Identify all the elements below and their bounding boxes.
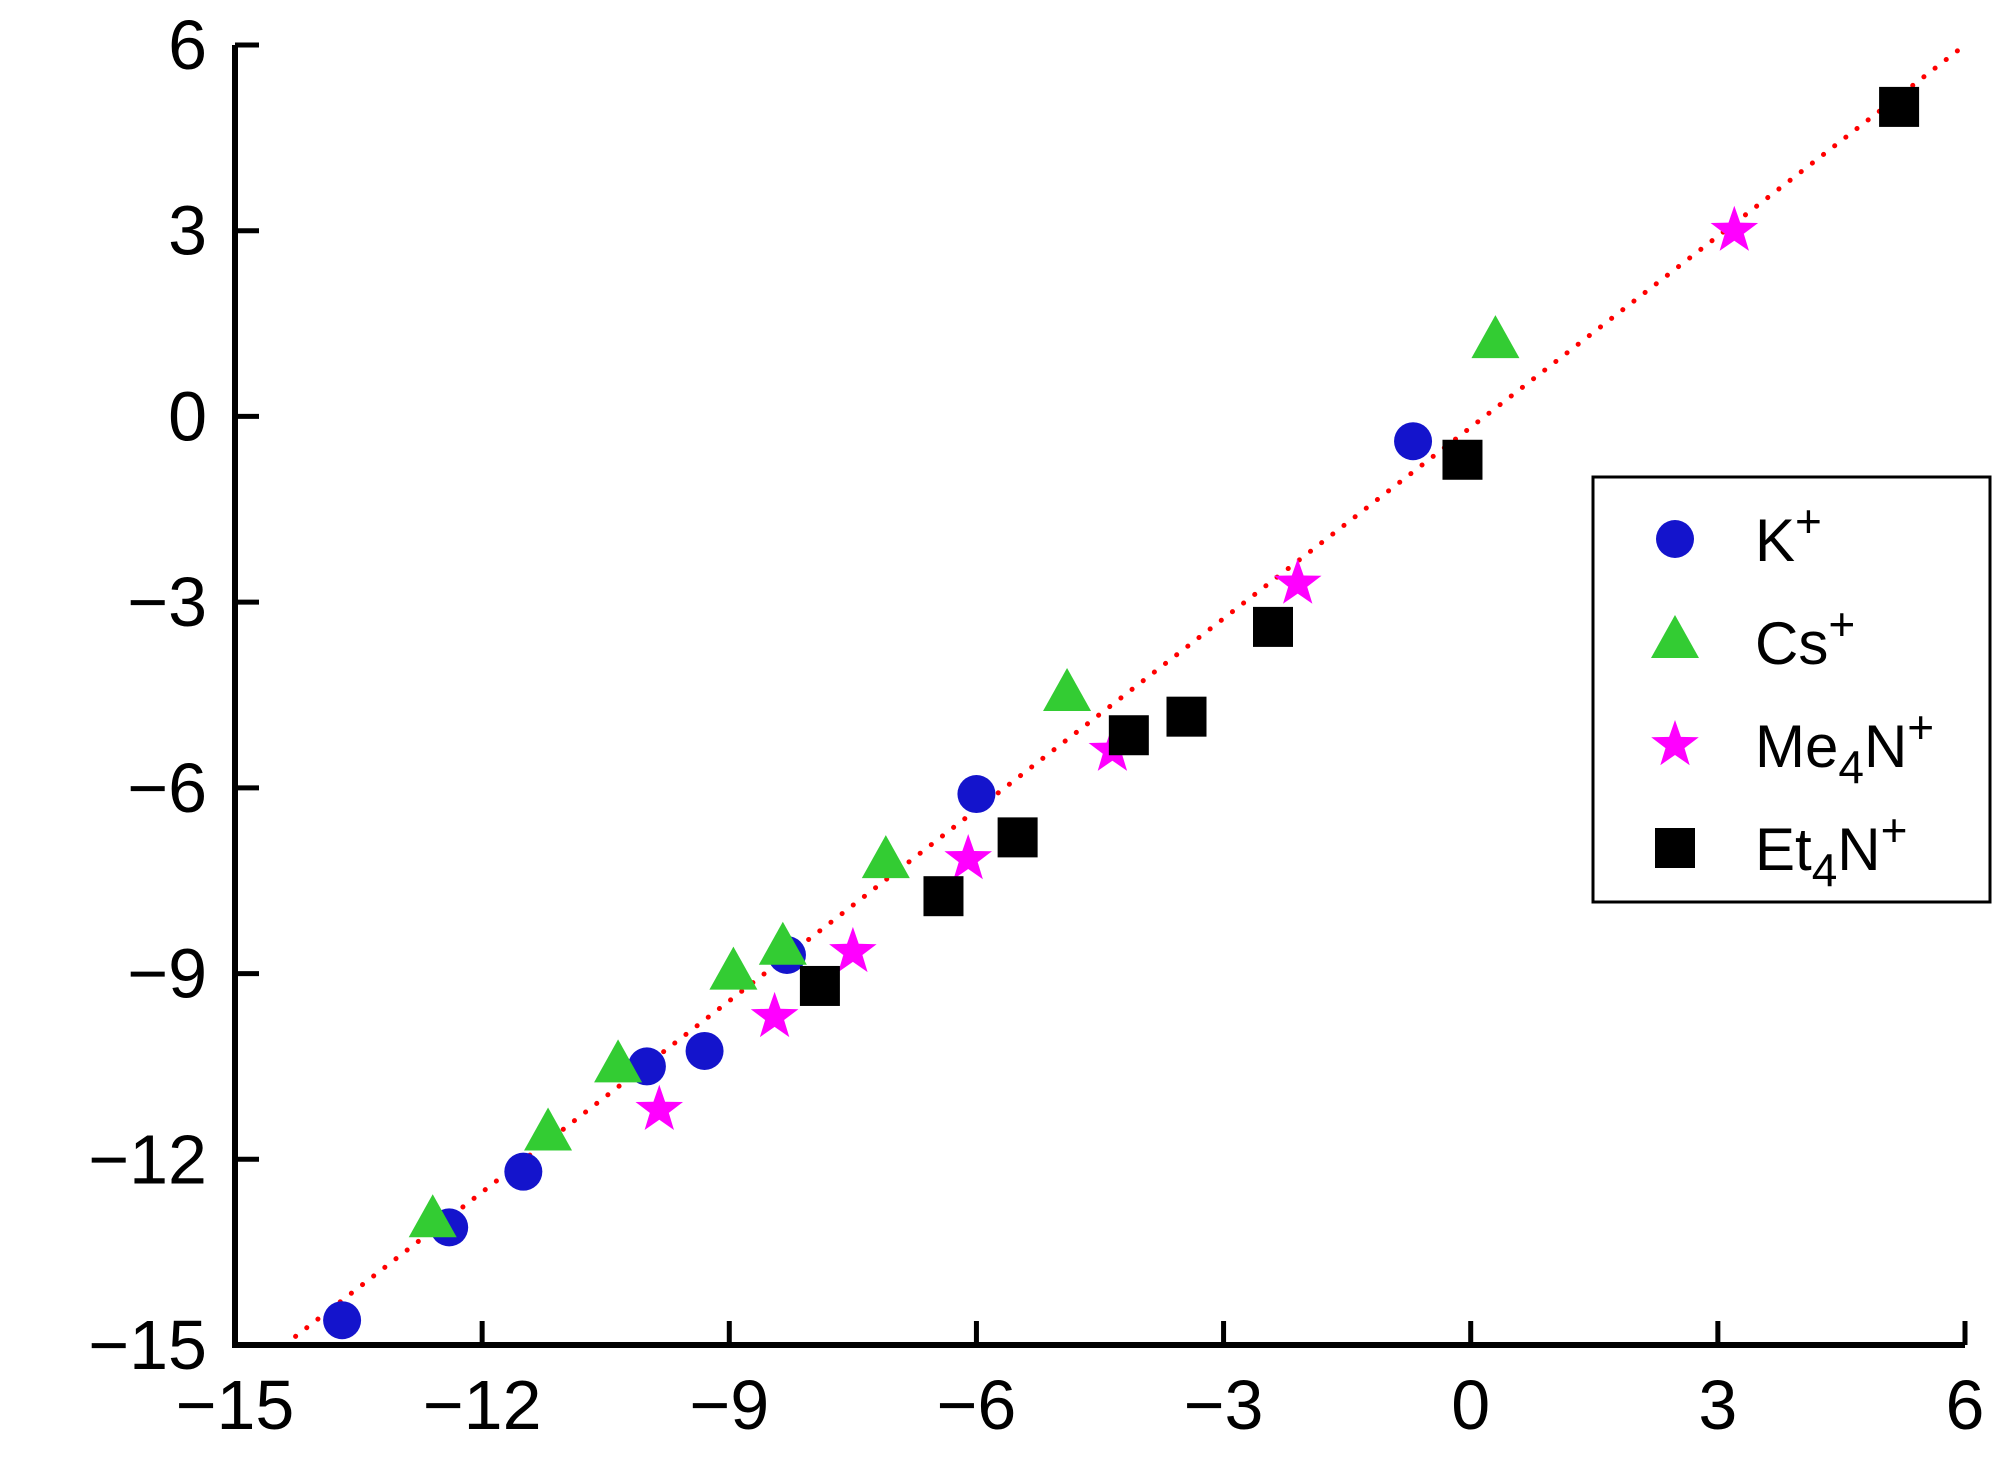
et4n-plus-point	[1108, 715, 1149, 756]
series-k-plus	[323, 422, 1433, 1340]
legend-label-et4n-plus: Et4N+	[1755, 804, 1908, 896]
et4n-plus-point	[1879, 86, 1920, 127]
x-tick-label: −9	[689, 1366, 769, 1444]
et4n-plus-point	[1253, 606, 1293, 647]
legend-label-k-plus: K+	[1755, 495, 1822, 574]
k-plus-point	[504, 1152, 543, 1191]
me4n-plus-point	[1710, 205, 1759, 251]
y-tick-label: −15	[88, 1306, 207, 1384]
me4n-plus-point	[750, 991, 799, 1038]
et4n-plus-point	[997, 817, 1038, 858]
cs-plus-point	[758, 921, 807, 965]
cs-plus-point	[524, 1107, 573, 1151]
k-plus-point	[1394, 422, 1433, 461]
me4n-plus-point	[944, 834, 992, 880]
y-tick-label: 0	[168, 377, 207, 455]
me4n-plus-point	[829, 926, 877, 973]
cs-plus-point	[408, 1194, 457, 1238]
legend-label-cs-plus: Cs+	[1755, 598, 1855, 677]
et4n-plus-point	[923, 876, 964, 917]
et4n-plus-point	[1442, 439, 1483, 480]
legend: K+ Cs+ Me4N+ Et4N+	[1591, 475, 1992, 904]
k-plus-point	[685, 1031, 724, 1070]
x-tick-label: 6	[1946, 1366, 1985, 1444]
y-tick-label: 3	[168, 192, 207, 270]
y-tick-label: −12	[88, 1120, 207, 1198]
et4n-plus-legend-marker	[1655, 828, 1695, 868]
k-plus-point	[323, 1301, 362, 1340]
x-tick-label: −6	[937, 1366, 1017, 1444]
legend-label-me4n-plus: Me4N+	[1755, 701, 1934, 793]
x-tick-label: −3	[1184, 1366, 1264, 1444]
et4n-plus-point	[1166, 696, 1207, 737]
me4n-plus-legend-marker	[1651, 720, 1699, 766]
k-plus-legend-marker	[1656, 520, 1694, 558]
me4n-plus-point	[1273, 558, 1322, 604]
series-cs-plus	[408, 315, 1520, 1238]
axes: −15 −12 −9 −6 −3 0 3 6 −15 −12 −9 −6 −3 0 3 6	[88, 6, 1984, 1444]
k-plus-point	[957, 775, 996, 814]
cs-plus-point	[1471, 315, 1520, 359]
cs-plus-point	[1043, 668, 1092, 711]
y-tick-label: −9	[127, 935, 207, 1013]
x-tick-label: −15	[176, 1366, 295, 1444]
y-tick-label: 6	[168, 6, 207, 84]
cs-plus-legend-marker	[1651, 615, 1699, 658]
me4n-plus-point	[635, 1084, 683, 1130]
x-tick-label: −12	[423, 1366, 542, 1444]
x-tick-label: 3	[1698, 1366, 1737, 1444]
x-tick-label: 0	[1451, 1366, 1490, 1444]
y-tick-label: −6	[127, 749, 207, 827]
cs-plus-point	[861, 835, 910, 879]
series-et4n-plus	[799, 86, 1920, 1006]
et4n-plus-point	[799, 965, 840, 1006]
cs-plus-point	[709, 946, 758, 990]
trend-line-dotted	[281, 42, 1968, 1348]
cs-plus-point	[594, 1039, 643, 1083]
y-tick-label: −3	[127, 563, 207, 641]
